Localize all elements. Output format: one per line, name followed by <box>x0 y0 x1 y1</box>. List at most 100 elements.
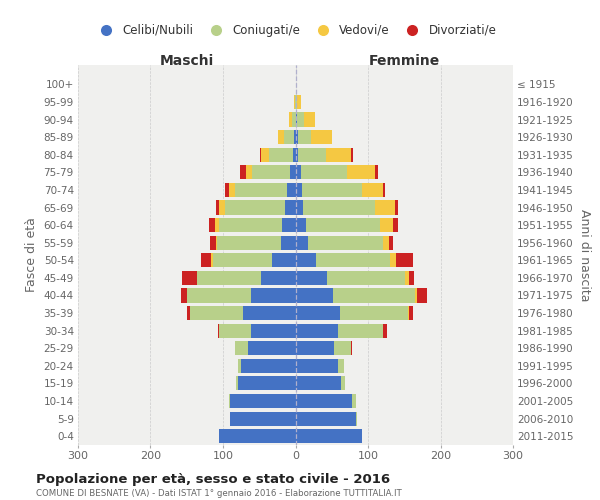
Bar <box>296 218 305 232</box>
Bar <box>187 306 190 320</box>
Bar <box>394 218 398 232</box>
Bar <box>187 288 251 302</box>
Bar <box>296 200 304 214</box>
Bar <box>296 112 297 126</box>
Bar <box>301 166 347 179</box>
Bar <box>251 324 296 338</box>
Bar <box>383 236 389 250</box>
Bar <box>350 341 352 355</box>
Bar <box>217 236 281 250</box>
Bar <box>283 218 296 232</box>
Bar <box>374 200 395 214</box>
Bar <box>352 148 353 162</box>
Bar <box>311 130 332 144</box>
Bar <box>415 288 416 302</box>
Bar <box>210 236 216 250</box>
Bar <box>296 288 333 302</box>
Bar <box>374 166 378 179</box>
Bar <box>389 236 392 250</box>
Bar <box>395 200 398 214</box>
Bar <box>334 341 350 355</box>
Bar <box>220 200 225 214</box>
Bar <box>296 148 298 162</box>
Bar <box>296 394 352 408</box>
Bar <box>296 341 334 355</box>
Bar <box>296 376 341 390</box>
Bar <box>235 341 248 355</box>
Text: Popolazione per età, sesso e stato civile - 2016: Popolazione per età, sesso e stato civil… <box>36 472 390 486</box>
Bar <box>287 183 296 197</box>
Bar <box>181 288 187 302</box>
Bar <box>297 112 304 126</box>
Bar <box>218 218 283 232</box>
Bar <box>405 271 409 285</box>
Bar <box>296 429 362 443</box>
Bar <box>352 394 356 408</box>
Y-axis label: Fasce di età: Fasce di età <box>25 218 38 292</box>
Bar <box>326 148 352 162</box>
Bar <box>333 288 415 302</box>
Bar <box>216 200 220 214</box>
Bar <box>201 253 211 268</box>
Bar <box>281 236 296 250</box>
Bar <box>297 95 301 109</box>
Bar <box>238 359 241 373</box>
Bar <box>220 429 296 443</box>
Bar <box>248 341 296 355</box>
Bar <box>284 130 294 144</box>
Bar <box>296 166 301 179</box>
Bar <box>296 306 340 320</box>
Bar <box>269 148 293 162</box>
Bar <box>296 271 326 285</box>
Bar <box>235 183 287 197</box>
Text: COMUNE DI BESNATE (VA) - Dati ISTAT 1° gennaio 2016 - Elaborazione TUTTITALIA.IT: COMUNE DI BESNATE (VA) - Dati ISTAT 1° g… <box>36 489 402 498</box>
Bar <box>408 306 409 320</box>
Bar <box>298 130 311 144</box>
Bar <box>252 166 290 179</box>
Bar <box>296 236 308 250</box>
Bar <box>236 376 238 390</box>
Bar <box>216 236 217 250</box>
Bar <box>260 271 296 285</box>
Bar <box>220 324 251 338</box>
Bar <box>182 271 197 285</box>
Bar <box>197 271 260 285</box>
Bar <box>290 166 296 179</box>
Bar <box>296 183 302 197</box>
Bar <box>296 95 297 109</box>
Bar <box>211 253 213 268</box>
Bar <box>225 183 229 197</box>
Bar <box>338 359 344 373</box>
Bar <box>246 166 252 179</box>
Bar <box>380 218 394 232</box>
Bar <box>296 412 356 426</box>
Bar <box>296 130 298 144</box>
Bar <box>241 166 246 179</box>
Bar <box>294 130 296 144</box>
Bar <box>416 288 427 302</box>
Bar <box>238 376 296 390</box>
Bar <box>305 218 380 232</box>
Bar <box>230 412 296 426</box>
Legend: Celibi/Nubili, Coniugati/e, Vedovi/e, Divorziati/e: Celibi/Nubili, Coniugati/e, Vedovi/e, Di… <box>92 22 499 39</box>
Bar <box>278 130 284 144</box>
Bar <box>229 183 235 197</box>
Bar <box>241 359 296 373</box>
Text: Femmine: Femmine <box>368 54 440 68</box>
Text: Maschi: Maschi <box>160 54 214 68</box>
Bar <box>362 183 383 197</box>
Bar <box>295 95 296 109</box>
Bar <box>391 253 395 268</box>
Bar <box>340 306 408 320</box>
Bar <box>286 200 296 214</box>
Bar <box>230 394 296 408</box>
Bar <box>294 95 295 109</box>
Bar <box>190 306 244 320</box>
Bar <box>272 253 296 268</box>
Bar <box>213 253 272 268</box>
Bar <box>304 112 315 126</box>
Bar <box>262 148 269 162</box>
Bar <box>292 112 296 126</box>
Bar <box>347 166 374 179</box>
Bar <box>383 324 387 338</box>
